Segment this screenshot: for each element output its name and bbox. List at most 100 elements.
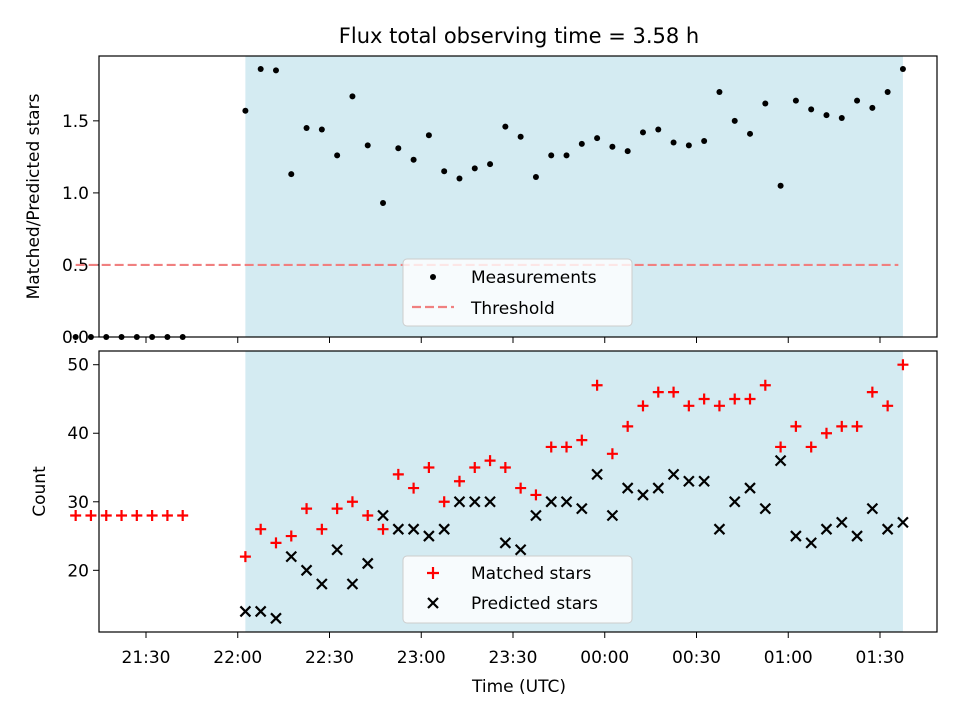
measurement-point bbox=[609, 143, 616, 150]
measurement-point bbox=[548, 152, 555, 159]
predicted-stars-point bbox=[820, 523, 833, 535]
matched-stars-point bbox=[408, 482, 420, 494]
matched-stars-point bbox=[744, 393, 756, 405]
predicted-stars-point bbox=[453, 496, 466, 508]
y-axis-label: Count bbox=[30, 466, 50, 517]
predicted-stars-point bbox=[468, 496, 481, 508]
legend-label-measurements: Measurements bbox=[471, 268, 597, 288]
predicted-stars-point bbox=[866, 502, 879, 515]
predicted-stars-point bbox=[805, 537, 817, 549]
matched-stars-point bbox=[851, 420, 863, 432]
measurement-point bbox=[334, 152, 341, 159]
matched-stars-point bbox=[301, 503, 313, 515]
matched-stars-point bbox=[469, 462, 481, 474]
y-tick-label: 40 bbox=[67, 424, 89, 444]
legend-marker-measurements bbox=[430, 274, 436, 280]
matched-stars-point bbox=[331, 503, 343, 515]
predicted-stars-point bbox=[530, 509, 542, 522]
matched-stars-point bbox=[790, 420, 802, 432]
predicted-stars-point bbox=[835, 516, 848, 529]
x-tick-label: 23:00 bbox=[397, 648, 446, 668]
predicted-stars-point bbox=[545, 496, 558, 508]
measurement-point bbox=[838, 114, 845, 121]
matched-stars-point bbox=[70, 509, 82, 521]
predicted-stars-point bbox=[499, 537, 512, 549]
matched-stars-point bbox=[499, 462, 511, 474]
predicted-stars-point bbox=[759, 502, 772, 515]
matched-stars-point bbox=[239, 551, 251, 563]
y-tick-label: 1.0 bbox=[62, 184, 89, 204]
legend-label-matched: Matched stars bbox=[471, 564, 591, 584]
x-tick-label: 01:30 bbox=[856, 648, 905, 668]
predicted-stars-point bbox=[744, 482, 756, 494]
predicted-stars-point bbox=[698, 475, 710, 487]
measurement-point bbox=[487, 161, 494, 168]
matched-stars-point bbox=[116, 509, 128, 521]
legend-marker-predicted bbox=[427, 597, 439, 609]
measurement-point bbox=[257, 65, 264, 72]
matched-stars-point bbox=[131, 509, 143, 521]
predicted-stars-point bbox=[637, 489, 649, 501]
measurement-point bbox=[899, 65, 906, 72]
predicted-stars-point bbox=[316, 578, 328, 590]
matched-stars-point bbox=[683, 400, 695, 412]
y-tick-label: 50 bbox=[67, 356, 89, 376]
measurement-point bbox=[639, 129, 646, 136]
predicted-stars-point bbox=[346, 578, 359, 590]
matched-stars-point bbox=[255, 523, 267, 535]
predicted-stars-point bbox=[239, 605, 252, 618]
measurement-point bbox=[762, 100, 769, 107]
legend-bottom: Matched stars Predicted stars bbox=[402, 555, 633, 624]
predicted-stars-point bbox=[407, 523, 420, 535]
y-tick-label: 20 bbox=[67, 561, 89, 581]
predicted-stars-point bbox=[713, 523, 726, 535]
matched-stars-point bbox=[698, 393, 710, 405]
predicted-stars-point bbox=[606, 509, 619, 522]
measurement-point bbox=[349, 93, 356, 100]
measurement-point bbox=[808, 106, 815, 113]
measurement-point bbox=[823, 112, 830, 119]
predicted-stars-point bbox=[331, 543, 343, 556]
predicted-stars-point bbox=[576, 502, 588, 515]
bottom-panel: 20 30 40 50 21:30 22:00 22:30 23:00 23:30 00:00 00… bbox=[30, 350, 938, 668]
matched-stars-point bbox=[161, 509, 173, 521]
matched-stars-point bbox=[836, 420, 848, 432]
x-axis-label: Time (UTC) bbox=[471, 677, 566, 697]
measurement-point bbox=[441, 168, 448, 175]
measurement-point bbox=[777, 182, 784, 189]
predicted-stars-point bbox=[270, 612, 282, 625]
predicted-stars-point bbox=[652, 482, 665, 494]
matched-stars-point bbox=[622, 420, 634, 432]
measurement-point bbox=[456, 175, 463, 182]
matched-stars-point bbox=[453, 475, 465, 487]
measurement-point bbox=[318, 126, 325, 133]
measurement-point bbox=[87, 334, 94, 340]
measurement-point bbox=[685, 142, 692, 149]
matched-stars-point bbox=[484, 455, 496, 467]
measurement-point bbox=[594, 135, 601, 142]
axes-frame bbox=[98, 55, 938, 338]
matched-stars-point bbox=[85, 509, 97, 521]
legend-top: Measurements Threshold bbox=[402, 258, 633, 327]
matched-stars-point bbox=[805, 441, 817, 453]
predicted-stars-point bbox=[667, 468, 680, 481]
measurement-point bbox=[701, 138, 708, 145]
predicted-stars-point bbox=[392, 523, 405, 535]
measurement-point bbox=[792, 97, 799, 104]
measurement-point bbox=[288, 171, 295, 178]
legend-marker-matched bbox=[427, 567, 439, 579]
matched-stars-point bbox=[591, 379, 603, 391]
y-tick-label: 30 bbox=[67, 493, 89, 513]
predicted-stars-point bbox=[361, 557, 374, 570]
measurement-point bbox=[425, 132, 432, 139]
measurement-point bbox=[869, 104, 876, 111]
matched-stars-point bbox=[729, 393, 741, 405]
predicted-stars-point bbox=[560, 496, 573, 508]
measurement-point bbox=[395, 145, 402, 152]
predicted-stars-point bbox=[484, 496, 496, 508]
predicted-stars-point bbox=[851, 530, 863, 542]
measurement-point bbox=[578, 140, 585, 147]
y-tick-label: 0.5 bbox=[62, 256, 89, 276]
